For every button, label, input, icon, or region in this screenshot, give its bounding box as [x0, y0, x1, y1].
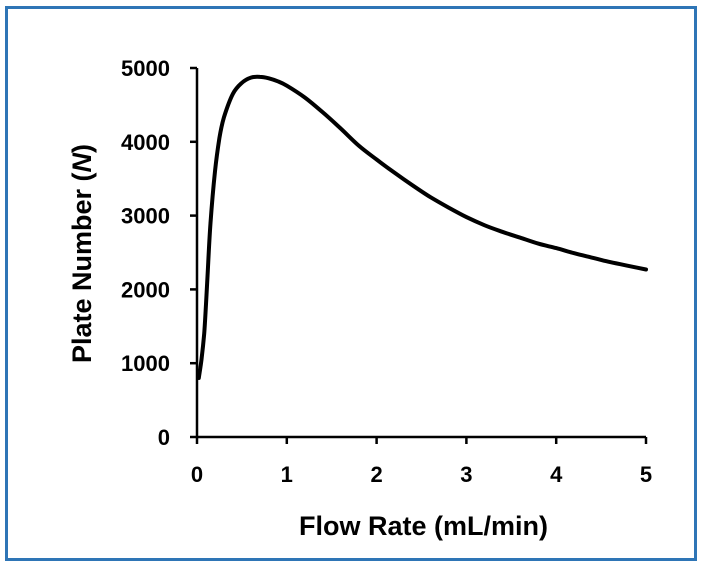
x-tick-label: 2 — [370, 462, 382, 487]
y-tick-label: 2000 — [121, 277, 170, 302]
y-axis-title-italic: N — [67, 152, 97, 172]
x-tick-label: 5 — [640, 462, 652, 487]
y-tick-label: 4000 — [121, 130, 170, 155]
x-tick-label: 0 — [191, 462, 203, 487]
y-ticks: 0 1000 2000 3000 4000 5000 — [121, 56, 197, 450]
x-tick-label: 3 — [460, 462, 472, 487]
y-axis-title-suffix: ) — [67, 144, 97, 153]
x-axis-title: Flow Rate (mL/min) — [299, 511, 548, 541]
y-tick-label: 3000 — [121, 204, 170, 229]
y-tick-label: 5000 — [121, 56, 170, 81]
y-tick-label: 0 — [158, 425, 170, 450]
y-tick-label: 1000 — [121, 351, 170, 376]
chart-frame — [5, 6, 697, 561]
x-tick-label: 1 — [281, 462, 293, 487]
y-axis-title: Plate Number (N) — [67, 144, 97, 363]
y-axis-title-prefix: Plate Number ( — [67, 172, 97, 363]
plate-number-curve — [196, 74, 648, 380]
x-ticks: 0 1 2 3 4 5 — [191, 437, 652, 487]
axes — [195, 68, 646, 439]
x-tick-label: 4 — [550, 462, 563, 487]
